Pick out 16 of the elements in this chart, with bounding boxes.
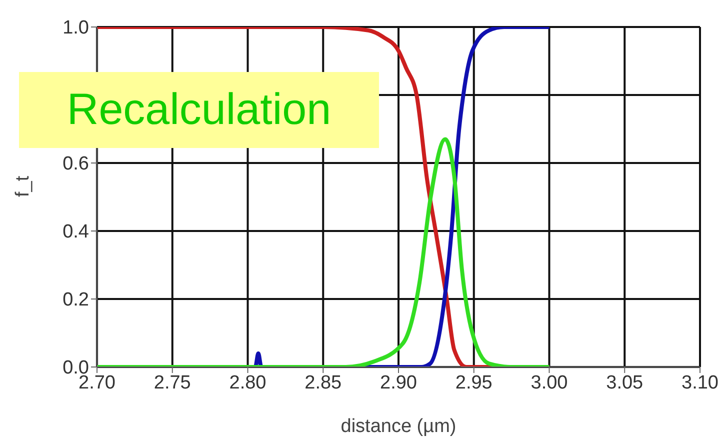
x-tick-label: 2.80 — [229, 372, 266, 394]
y-tick-label: 0.2 — [62, 290, 89, 311]
y-axis-title: f_t — [12, 175, 34, 197]
x-tick-label: 2.75 — [154, 372, 191, 394]
y-tick-label: 1.0 — [62, 18, 89, 39]
x-tick-label: 2.90 — [380, 372, 417, 394]
x-tick-label: 3.05 — [606, 372, 644, 394]
x-tick-label: 3.10 — [682, 372, 718, 394]
x-tick-label: 2.95 — [455, 372, 492, 394]
y-tick-label: 0.6 — [62, 154, 89, 175]
annotation: Recalculation — [19, 72, 379, 148]
x-axis-title: distance (µm) — [340, 416, 456, 437]
x-tick-label: 3.00 — [530, 372, 568, 394]
line-series — [97, 137, 552, 367]
x-tick-label: 2.85 — [304, 372, 342, 394]
y-tick-label: 0.4 — [62, 222, 90, 243]
